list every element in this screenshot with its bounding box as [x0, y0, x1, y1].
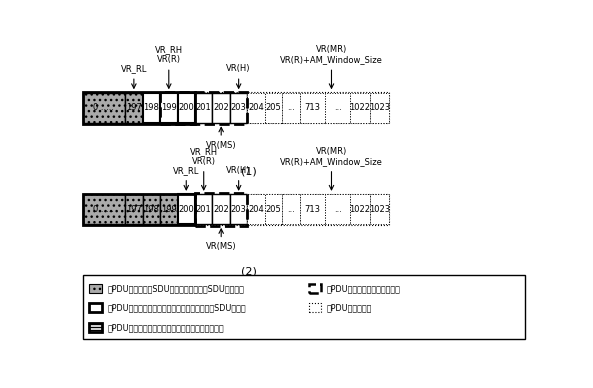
Text: 202: 202: [213, 205, 229, 214]
Text: 1023: 1023: [369, 205, 390, 214]
Bar: [195, 193, 247, 225]
Text: 205: 205: [266, 103, 282, 112]
Bar: [89, 284, 102, 293]
Bar: [247, 194, 265, 224]
Text: (1): (1): [241, 166, 257, 176]
Text: 1023: 1023: [369, 103, 390, 112]
Text: ...: ...: [334, 103, 342, 112]
Bar: [350, 93, 369, 123]
Text: VR_RL: VR_RL: [121, 64, 147, 88]
Bar: [247, 93, 265, 123]
Bar: [83, 92, 389, 123]
Bar: [83, 275, 524, 340]
Text: 该PDU还未被接收: 该PDU还未被接收: [327, 303, 372, 312]
Text: 202: 202: [213, 103, 229, 112]
Bar: [83, 92, 195, 124]
Bar: [83, 194, 125, 224]
Bar: [160, 194, 177, 224]
Text: VR_RL: VR_RL: [173, 166, 199, 190]
Bar: [265, 194, 282, 224]
Bar: [282, 194, 300, 224]
Bar: [300, 93, 325, 123]
Text: 200: 200: [178, 103, 194, 112]
Bar: [177, 93, 195, 123]
Bar: [230, 194, 247, 224]
Text: 205: 205: [266, 205, 282, 214]
Text: 200: 200: [178, 205, 194, 214]
Text: VR(H): VR(H): [227, 64, 251, 88]
Bar: [325, 93, 350, 123]
Bar: [142, 93, 160, 123]
Text: VR(MR)
VR(R)+AM_Window_Size: VR(MR) VR(R)+AM_Window_Size: [280, 147, 383, 190]
Bar: [212, 93, 230, 123]
Bar: [308, 284, 321, 293]
Text: 204: 204: [248, 103, 264, 112]
Text: (2): (2): [241, 266, 257, 276]
Text: 198: 198: [144, 205, 160, 214]
Text: 1022: 1022: [349, 103, 371, 112]
Bar: [83, 194, 389, 225]
Text: 1022: 1022: [349, 205, 371, 214]
Bar: [125, 194, 142, 224]
Text: 197: 197: [126, 103, 142, 112]
Text: 该PDU已经被接收，但未排好序: 该PDU已经被接收，但未排好序: [327, 284, 401, 293]
Bar: [212, 194, 230, 224]
Bar: [265, 93, 282, 123]
Bar: [83, 93, 125, 123]
Bar: [230, 93, 247, 123]
Text: 713: 713: [304, 205, 320, 214]
Text: 该PDU已被接收，且已经排好序，但还未被删除SDU上下文: 该PDU已被接收，且已经排好序，但还未被删除SDU上下文: [107, 303, 246, 312]
Bar: [195, 194, 212, 224]
Bar: [300, 194, 325, 224]
Bar: [177, 194, 195, 224]
Bar: [195, 93, 212, 123]
Bar: [160, 93, 177, 123]
Bar: [308, 303, 321, 312]
Text: 201: 201: [196, 205, 212, 214]
Bar: [350, 194, 369, 224]
Text: VR_RH
VR(R): VR_RH VR(R): [155, 45, 183, 88]
Text: VR(MS): VR(MS): [206, 127, 237, 150]
Text: 0 .....: 0 .....: [94, 205, 114, 214]
Text: 该PDU已经重组成SDU，并且已经删除了SDU的上下文: 该PDU已经重组成SDU，并且已经删除了SDU的上下文: [107, 284, 244, 293]
Text: ...: ...: [334, 205, 342, 214]
Bar: [369, 93, 389, 123]
Text: 0 .....: 0 .....: [94, 103, 114, 112]
Bar: [125, 93, 142, 123]
Text: 199: 199: [161, 103, 177, 112]
Text: VR(MS): VR(MS): [206, 229, 237, 251]
Text: 204: 204: [248, 205, 264, 214]
Text: VR(MR)
VR(R)+AM_Window_Size: VR(MR) VR(R)+AM_Window_Size: [280, 45, 383, 88]
Text: 201: 201: [196, 103, 212, 112]
Bar: [89, 323, 102, 332]
Text: 197: 197: [126, 205, 142, 214]
Bar: [142, 194, 160, 224]
Text: 199: 199: [161, 205, 177, 214]
Bar: [325, 194, 350, 224]
Text: VR_RH
VR(R): VR_RH VR(R): [190, 147, 218, 190]
Bar: [83, 194, 195, 225]
Text: 203: 203: [231, 205, 247, 214]
Bar: [282, 93, 300, 123]
Bar: [160, 92, 247, 124]
Bar: [369, 194, 389, 224]
Text: VR(H): VR(H): [227, 166, 251, 190]
Text: 713: 713: [304, 103, 320, 112]
Text: ...: ...: [287, 103, 295, 112]
Text: 203: 203: [231, 103, 247, 112]
Text: 198: 198: [144, 103, 160, 112]
Text: ...: ...: [287, 205, 295, 214]
Text: 该PDU的接收情况可以组在状态报告里反馈给发送端: 该PDU的接收情况可以组在状态报告里反馈给发送端: [107, 323, 224, 332]
Bar: [89, 303, 102, 312]
